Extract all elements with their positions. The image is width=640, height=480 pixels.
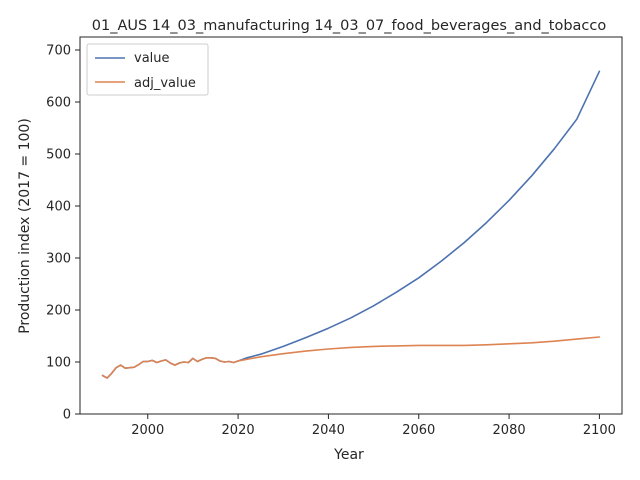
y-axis-label: Production index (2017 = 100): [17, 118, 33, 334]
plot-frame: [79, 36, 623, 415]
series-line-value: [101, 70, 601, 379]
series-line-adj-value: [101, 336, 601, 379]
legend: value adj_value: [86, 43, 209, 96]
x-tick-label: 2100: [583, 423, 616, 438]
y-tick-label: 100: [46, 356, 71, 371]
x-tick-label: 2020: [222, 423, 255, 438]
y-tick-label: 300: [46, 252, 71, 267]
x-tick-label: 2000: [131, 423, 164, 438]
y-tick-label: 400: [46, 200, 71, 215]
y-tick-label: 200: [46, 304, 71, 319]
y-tick-label: 0: [63, 408, 71, 423]
x-tick-label: 2080: [493, 423, 526, 438]
y-tick-label: 500: [46, 148, 71, 163]
y-tick-label: 600: [46, 96, 71, 111]
y-tick-label: 700: [46, 44, 71, 59]
x-axis: 2000 2020 2040 2060 2080 2100: [131, 414, 616, 438]
legend-label-adj-value: adj_value: [134, 76, 196, 91]
x-tick-label: 2060: [402, 423, 435, 438]
chart-title: 01_AUS 14_03_manufacturing 14_03_07_food…: [92, 18, 607, 34]
x-axis-label: Year: [333, 447, 364, 463]
x-tick-label: 2040: [312, 423, 345, 438]
legend-label-value: value: [134, 51, 170, 66]
y-axis: 0 100 200 300 400 500 600 700: [46, 44, 80, 423]
series-group: [101, 70, 601, 379]
